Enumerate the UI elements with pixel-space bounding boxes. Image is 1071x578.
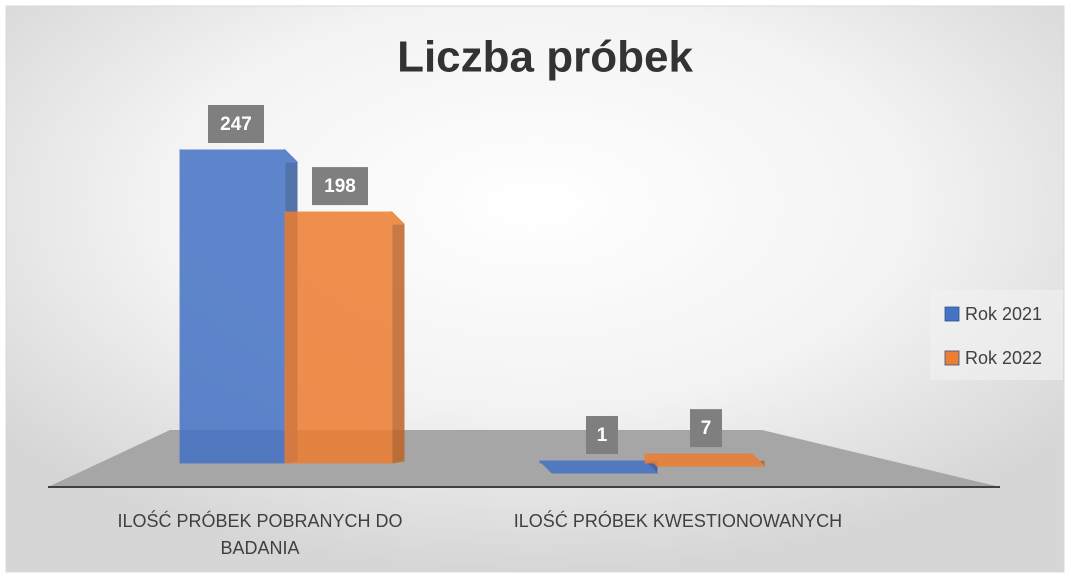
data-label: 247 <box>220 114 252 135</box>
data-label-box <box>690 409 722 448</box>
legend-swatch <box>944 350 960 366</box>
bar <box>178 148 299 464</box>
x-tick-label: ILOŚĆ PRÓBEK KWESTIONOWANYCH <box>513 511 843 531</box>
data-label: 7 <box>701 418 712 439</box>
bar-face <box>284 211 393 464</box>
x-tick-label: ILOŚĆ PRÓBEK POBRANYCH DO BADANIA <box>117 511 403 558</box>
legend-label: Rok 2021 <box>965 304 1042 324</box>
bar <box>283 210 406 464</box>
data-label: 198 <box>324 176 356 197</box>
bar-face <box>179 149 286 464</box>
legend-swatch <box>944 306 960 322</box>
legend-label: Rok 2022 <box>965 348 1042 368</box>
bar <box>643 452 766 468</box>
data-label-box <box>312 167 368 206</box>
data-label-box <box>586 416 618 454</box>
chart-title: Liczba próbek <box>397 33 693 82</box>
bar-face <box>391 210 405 464</box>
bar-face <box>539 460 646 464</box>
bar-face <box>644 453 753 464</box>
bar <box>538 459 659 475</box>
data-label-box <box>208 105 264 143</box>
data-label: 1 <box>597 425 608 446</box>
